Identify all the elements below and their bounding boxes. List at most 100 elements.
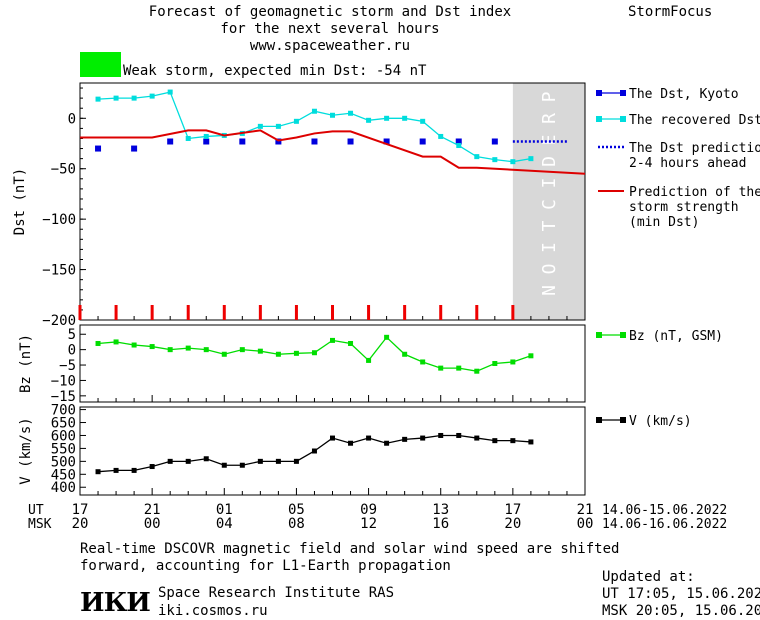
- data-point: [491, 138, 498, 145]
- data-point: [528, 156, 534, 162]
- data-point: [510, 438, 516, 444]
- data-point: [203, 347, 209, 353]
- data-point: [167, 458, 173, 464]
- footnote-line-1: Real-time DSCOVR magnetic field and sola…: [80, 541, 620, 557]
- ut-tick-label: 17: [504, 502, 521, 518]
- data-point: [330, 435, 335, 441]
- data-point: [311, 108, 317, 114]
- data-point: [257, 348, 263, 354]
- y-tick-label: −10: [51, 373, 76, 389]
- data-point: [510, 159, 516, 165]
- ut-tick-label: 21: [577, 502, 594, 518]
- data-point: [113, 95, 119, 101]
- data-point: [185, 345, 191, 351]
- data-point: [510, 359, 516, 365]
- msk-tick-label: 08: [288, 516, 305, 532]
- y-axis-label: V (km/s): [18, 417, 34, 484]
- y-tick-label: 5: [68, 327, 76, 343]
- legend-dst-label: 2-4 hours ahead: [629, 156, 746, 171]
- updated-label: Updated at:: [602, 569, 695, 585]
- ut-axis-label: UT: [28, 503, 44, 518]
- data-point: [185, 135, 191, 141]
- data-point: [366, 435, 372, 441]
- iki-logo: ИКИ: [80, 588, 151, 618]
- data-point: [203, 138, 210, 145]
- prediction-letter: I: [539, 178, 560, 189]
- ut-tick-label: 17: [72, 502, 89, 518]
- data-point: [221, 351, 227, 357]
- data-point: [474, 368, 480, 374]
- institute-name: Space Research Institute RAS: [158, 585, 395, 601]
- y-tick-label: 0: [68, 343, 76, 359]
- panel-frame: [79, 406, 586, 496]
- data-point: [330, 337, 335, 343]
- msk-tick-label: 04: [216, 516, 233, 532]
- legend-marker: [620, 417, 626, 423]
- series-line: [97, 91, 532, 163]
- updated-msk: MSK 20:05, 15.06.2022: [602, 603, 760, 619]
- updated-ut: UT 17:05, 15.06.2022: [602, 586, 760, 602]
- legend-marker: [620, 90, 626, 96]
- y-tick-label: −200: [42, 313, 76, 329]
- y-tick-label: 550: [51, 441, 76, 457]
- data-point: [149, 93, 155, 99]
- y-axis-label: Dst (nT): [12, 168, 28, 235]
- data-point: [203, 456, 209, 462]
- data-point: [293, 458, 299, 464]
- data-point: [167, 347, 173, 353]
- institute-site[interactable]: iki.cosmos.ru: [158, 603, 268, 619]
- data-point: [275, 123, 281, 129]
- data-point: [257, 458, 263, 464]
- data-point: [455, 138, 462, 145]
- legend-dst-label: storm strength: [629, 200, 739, 215]
- prediction-letter: D: [539, 156, 560, 167]
- data-point: [438, 432, 444, 438]
- y-axis-label: Bz (nT): [18, 334, 34, 393]
- legend-marker: [596, 90, 602, 96]
- data-point: [203, 133, 209, 139]
- prediction-letter: N: [539, 285, 560, 296]
- data-point: [113, 339, 119, 345]
- site-url[interactable]: www.spaceweather.ru: [249, 38, 411, 54]
- msk-tick-label: 00: [577, 516, 594, 532]
- data-point: [402, 115, 408, 121]
- data-point: [402, 351, 408, 357]
- legend-marker: [620, 332, 626, 338]
- prediction-letter: C: [539, 199, 560, 210]
- ut-date-range: 14.06-15.06.2022: [602, 503, 727, 518]
- prediction-letter: E: [539, 135, 560, 146]
- legend-dst-label: The Dst prediction: [629, 141, 760, 156]
- data-point: [419, 138, 426, 145]
- legend-marker: [596, 417, 602, 423]
- msk-tick-label: 00: [144, 516, 161, 532]
- data-point: [293, 118, 299, 124]
- data-point: [348, 340, 354, 346]
- data-point: [456, 365, 462, 371]
- y-tick-label: 600: [51, 428, 76, 444]
- data-point: [348, 440, 354, 446]
- data-point: [366, 117, 372, 123]
- legend-marker: [620, 116, 626, 122]
- legend-dst-label: The recovered Dst: [629, 113, 760, 128]
- msk-tick-label: 20: [72, 516, 89, 532]
- data-point: [311, 138, 318, 145]
- data-point: [438, 365, 444, 371]
- data-point: [438, 133, 444, 139]
- data-point: [131, 342, 137, 348]
- data-point: [347, 138, 354, 145]
- legend-dst-label: Prediction of the: [629, 185, 760, 200]
- y-tick-label: 0: [68, 111, 76, 127]
- data-point: [402, 436, 408, 442]
- data-point: [131, 467, 137, 473]
- legend-bz-label: Bz (nT, GSM): [629, 329, 723, 344]
- data-point: [239, 347, 245, 353]
- data-point: [420, 359, 426, 365]
- data-point: [167, 89, 173, 95]
- data-point: [384, 115, 390, 121]
- y-tick-label: −150: [42, 263, 76, 279]
- data-point: [492, 361, 498, 366]
- chart-title-line-1: Forecast of geomagnetic storm and Dst in…: [148, 4, 512, 20]
- data-point: [95, 340, 101, 346]
- data-point: [492, 438, 498, 444]
- data-point: [384, 440, 390, 446]
